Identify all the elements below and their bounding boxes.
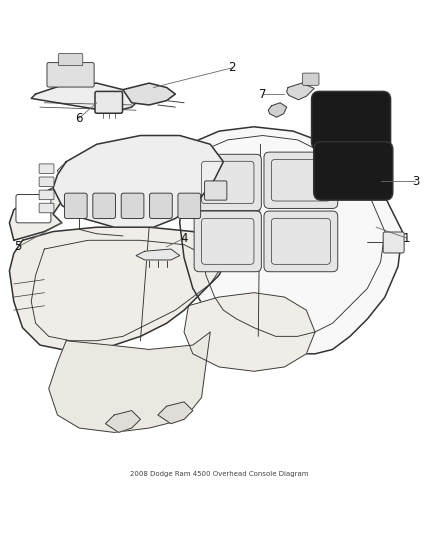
Polygon shape <box>31 83 141 111</box>
FancyBboxPatch shape <box>39 177 54 187</box>
FancyBboxPatch shape <box>264 152 338 208</box>
FancyBboxPatch shape <box>39 164 54 174</box>
FancyBboxPatch shape <box>39 203 54 213</box>
FancyBboxPatch shape <box>264 211 338 272</box>
FancyBboxPatch shape <box>178 193 201 219</box>
FancyBboxPatch shape <box>205 181 227 200</box>
Polygon shape <box>10 183 71 240</box>
FancyBboxPatch shape <box>311 92 391 150</box>
FancyBboxPatch shape <box>383 232 404 253</box>
Polygon shape <box>287 83 314 100</box>
Text: 6: 6 <box>75 111 83 125</box>
FancyBboxPatch shape <box>93 193 116 219</box>
FancyBboxPatch shape <box>16 195 51 223</box>
FancyBboxPatch shape <box>302 73 319 85</box>
Text: 3: 3 <box>412 175 419 188</box>
FancyBboxPatch shape <box>39 190 54 200</box>
FancyBboxPatch shape <box>47 62 94 87</box>
Text: 2008 Dodge Ram 4500 Overhead Console Diagram: 2008 Dodge Ram 4500 Overhead Console Dia… <box>130 471 308 477</box>
Polygon shape <box>136 249 180 260</box>
FancyBboxPatch shape <box>121 193 144 219</box>
FancyBboxPatch shape <box>194 211 261 272</box>
Polygon shape <box>49 332 210 432</box>
Text: 5: 5 <box>14 240 22 253</box>
FancyBboxPatch shape <box>150 193 172 219</box>
FancyBboxPatch shape <box>95 92 123 113</box>
Text: 1: 1 <box>403 232 410 245</box>
Text: 7: 7 <box>259 87 266 101</box>
Polygon shape <box>53 135 223 227</box>
Polygon shape <box>184 293 315 372</box>
FancyBboxPatch shape <box>194 154 261 211</box>
FancyBboxPatch shape <box>58 53 83 66</box>
FancyBboxPatch shape <box>64 193 87 219</box>
Polygon shape <box>268 103 287 117</box>
Polygon shape <box>106 410 141 432</box>
Polygon shape <box>180 127 403 354</box>
Polygon shape <box>158 402 193 424</box>
Text: 4: 4 <box>180 232 188 245</box>
Polygon shape <box>123 83 175 105</box>
FancyBboxPatch shape <box>314 142 393 200</box>
Polygon shape <box>10 227 228 350</box>
Text: 2: 2 <box>228 61 236 74</box>
